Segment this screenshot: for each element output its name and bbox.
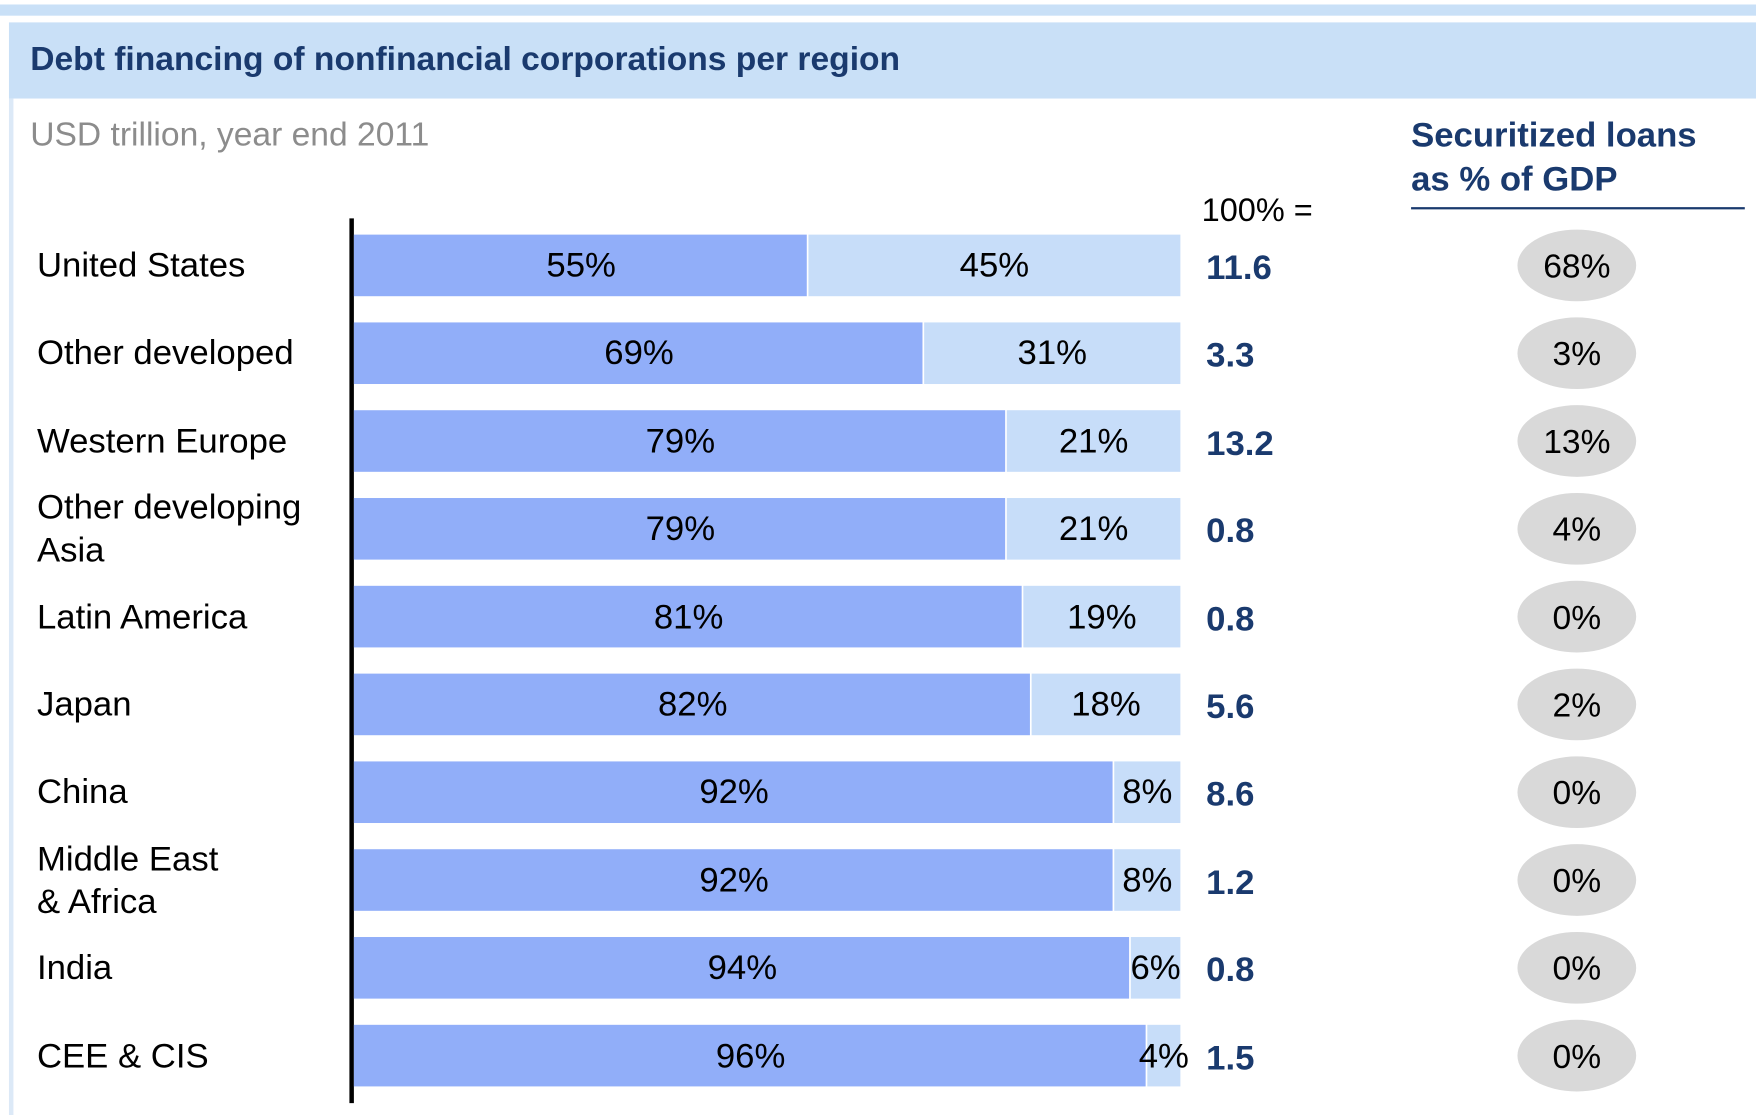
top-strip <box>0 4 1756 16</box>
header-band <box>8 22 1756 99</box>
securitized-label: 0% <box>1552 950 1602 988</box>
securitized-bubble <box>1517 229 1637 302</box>
category-label: India <box>36 947 113 987</box>
bar-segment <box>353 234 807 297</box>
bar-label: 81% <box>653 596 724 636</box>
category-label: United States <box>36 245 246 285</box>
securitized-bubble <box>1517 580 1637 653</box>
securitized-bubble <box>1517 317 1637 390</box>
bar-segment <box>1006 498 1181 560</box>
securitized-label: 0% <box>1552 775 1602 813</box>
category-label: CEE & CIS <box>36 1035 209 1075</box>
bar-segment <box>1147 1024 1181 1087</box>
bar-label: 55% <box>546 245 616 285</box>
bar-label: 4% <box>1138 1035 1189 1075</box>
bar-segment <box>353 498 1006 560</box>
category-label: Japan <box>36 684 132 724</box>
bar-segment <box>353 937 1130 999</box>
bar-label: 31% <box>1017 333 1088 373</box>
securitized-label: 0% <box>1552 599 1602 637</box>
bar-segment <box>1006 410 1181 472</box>
bar-label: 82% <box>658 684 728 724</box>
total-value: 0.8 <box>1206 949 1255 990</box>
category-label: Other developed <box>36 333 294 373</box>
category-label: Other developing Asia <box>36 487 302 570</box>
total-value: 11.6 <box>1206 247 1272 287</box>
securitized-bubble <box>1517 756 1637 829</box>
bar-label: 8% <box>1122 772 1173 812</box>
category-label: Western Europe <box>36 420 288 461</box>
bar-label: 96% <box>715 1035 786 1075</box>
total-value: 1.5 <box>1206 1037 1255 1077</box>
bar-label: 94% <box>707 947 778 987</box>
securitized-label: 2% <box>1552 687 1602 725</box>
securitized-bubble <box>1517 931 1637 1004</box>
bar-segment <box>808 234 1181 297</box>
category-label: Latin America <box>36 596 248 636</box>
securitized-label: 4% <box>1552 511 1602 549</box>
bar-segment <box>353 322 923 385</box>
total-value: 5.6 <box>1206 686 1255 726</box>
bar-segment <box>353 585 1022 648</box>
bar-segment <box>1031 673 1181 736</box>
securitized-bubble <box>1517 492 1637 565</box>
bar-segment <box>353 849 1113 911</box>
bar-segment <box>353 761 1113 824</box>
bar-segment <box>1023 585 1181 648</box>
bar-label: 79% <box>645 420 716 461</box>
bar-label: 69% <box>604 333 674 373</box>
bar-segment <box>1130 937 1181 999</box>
bar-segment <box>353 673 1030 736</box>
subtitle: USD trillion, year end 2011 <box>30 116 430 154</box>
securitized-label: 0% <box>1552 1038 1602 1076</box>
bar-label: 92% <box>699 772 769 812</box>
total-value: 1.2 <box>1206 862 1255 902</box>
total-value: 8.6 <box>1206 774 1255 814</box>
securitized-label: 0% <box>1552 862 1602 900</box>
bar-label: 45% <box>959 245 1030 285</box>
securitized-label: 3% <box>1552 336 1602 374</box>
securitized-title: Securitized loans as % of GDP <box>1411 115 1697 198</box>
bar-label: 19% <box>1067 596 1137 636</box>
chart-title: Debt financing of nonfinancial corporati… <box>30 41 901 79</box>
bar-label: 6% <box>1130 947 1181 987</box>
bar-segment <box>924 322 1181 385</box>
left-border <box>8 98 14 1115</box>
securitized-label: 68% <box>1543 248 1611 286</box>
bar-segment <box>1114 849 1181 911</box>
total-value: 0.8 <box>1206 598 1255 638</box>
bar-label: 18% <box>1071 684 1141 724</box>
bar-segment <box>353 1024 1146 1087</box>
bar-label: 79% <box>645 508 716 548</box>
category-label: Middle East & Africa <box>36 838 219 921</box>
securitized-bubble <box>1517 668 1637 741</box>
category-label: China <box>36 772 128 812</box>
securitized-bubble <box>1517 405 1637 477</box>
bar-label: 92% <box>699 859 769 900</box>
bar-segment <box>1114 761 1181 824</box>
securitized-label: 13% <box>1543 423 1611 461</box>
total-value: 3.3 <box>1206 335 1255 375</box>
bar-segment <box>353 410 1006 472</box>
total-value: 0.8 <box>1206 510 1255 551</box>
bar-label: 8% <box>1122 859 1173 900</box>
bar-label: 21% <box>1058 420 1129 461</box>
total-value: 13.2 <box>1206 423 1274 463</box>
bar-label: 21% <box>1058 508 1129 548</box>
totals-label: 100% = <box>1201 192 1313 229</box>
securitized-bubble <box>1517 1019 1637 1092</box>
securitized-bubble <box>1517 844 1637 916</box>
